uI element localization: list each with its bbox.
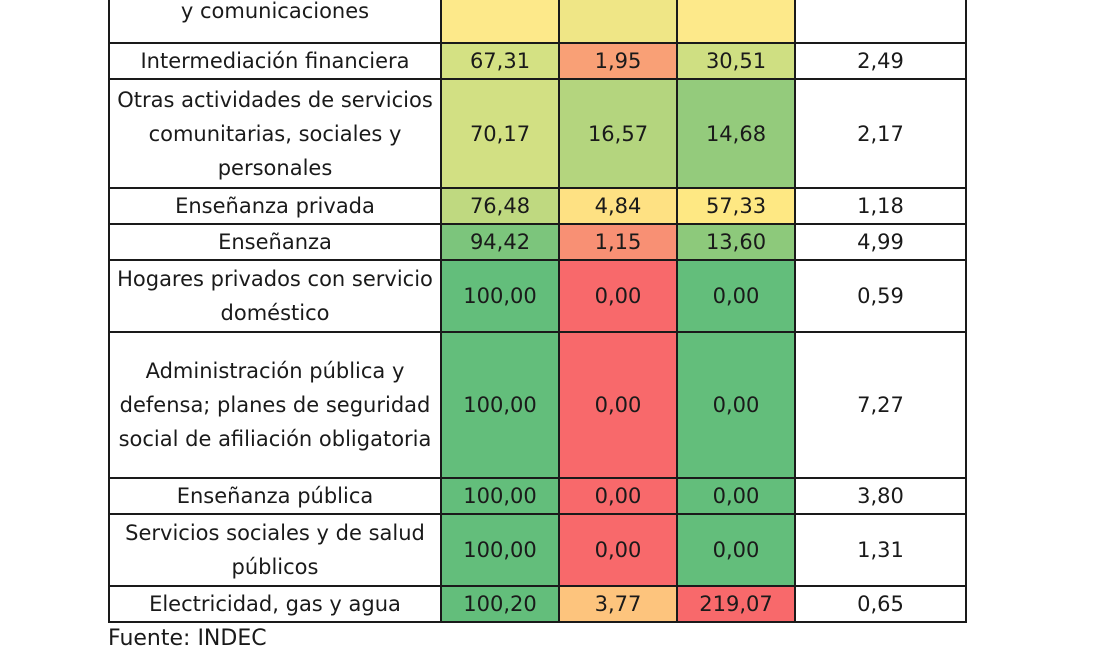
table-row: Otras actividades de servicios comunitar… — [108, 78, 967, 189]
value-cell-4: 0,65 — [794, 585, 967, 623]
value-cell-2: 4,84 — [558, 187, 678, 225]
sector-cell: Servicios sociales y de salud públicos — [108, 513, 442, 587]
value-cell-1: 100,00 — [440, 331, 560, 479]
value-cell-4: 0,59 — [794, 259, 967, 333]
table-row: Enseñanza pública 100,00 0,00 0,00 3,80 — [108, 477, 967, 515]
table-row: Intermediación financiera 67,31 1,95 30,… — [108, 42, 967, 80]
sector-cell: Enseñanza — [108, 223, 442, 261]
value-cell-2: 16,57 — [558, 78, 678, 189]
value-cell-3: 57,33 — [676, 187, 796, 225]
value-cell-1: 76,48 — [440, 187, 560, 225]
sector-cell: Otras actividades de servicios comunitar… — [108, 78, 442, 189]
value-cell-1: 100,00 — [440, 259, 560, 333]
value-cell-3: 0,00 — [676, 331, 796, 479]
value-cell-4: 2,49 — [794, 42, 967, 80]
sector-cell: y comunicaciones — [108, 0, 442, 44]
value-cell-3: 219,07 — [676, 585, 796, 623]
table-row: Enseñanza 94,42 1,15 13,60 4,99 — [108, 223, 967, 261]
table-row: Hogares privados con servicio doméstico … — [108, 259, 967, 333]
value-cell-2 — [558, 0, 678, 44]
value-cell-4: 1,31 — [794, 513, 967, 587]
value-cell-1 — [440, 0, 560, 44]
value-cell-3: 13,60 — [676, 223, 796, 261]
sector-cell: Enseñanza pública — [108, 477, 442, 515]
value-cell-2: 3,77 — [558, 585, 678, 623]
sector-cell: Enseñanza privada — [108, 187, 442, 225]
value-cell-3: 0,00 — [676, 259, 796, 333]
value-cell-1: 100,00 — [440, 513, 560, 587]
value-cell-1: 67,31 — [440, 42, 560, 80]
table-row: Servicios sociales y de salud públicos 1… — [108, 513, 967, 587]
sector-cell: Electricidad, gas y agua — [108, 585, 442, 623]
value-cell-3: 30,51 — [676, 42, 796, 80]
value-cell-4: 2,17 — [794, 78, 967, 189]
value-cell-3: 0,00 — [676, 477, 796, 515]
value-cell-1: 70,17 — [440, 78, 560, 189]
value-cell-4: 7,27 — [794, 331, 967, 479]
sector-cell: Hogares privados con servicio doméstico — [108, 259, 442, 333]
value-cell-1: 100,00 — [440, 477, 560, 515]
value-cell-2: 0,00 — [558, 331, 678, 479]
value-cell-4: 1,18 — [794, 187, 967, 225]
value-cell-1: 100,20 — [440, 585, 560, 623]
value-cell-4 — [794, 0, 967, 44]
value-cell-3 — [676, 0, 796, 44]
table-row: Electricidad, gas y agua 100,20 3,77 219… — [108, 585, 967, 623]
table-row: Administración pública y defensa; planes… — [108, 331, 967, 479]
sector-data-table: y comunicaciones Intermediación financie… — [108, 0, 967, 623]
value-cell-3: 14,68 — [676, 78, 796, 189]
sector-cell: Intermediación financiera — [108, 42, 442, 80]
value-cell-2: 0,00 — [558, 513, 678, 587]
value-cell-4: 3,80 — [794, 477, 967, 515]
value-cell-3: 0,00 — [676, 513, 796, 587]
value-cell-2: 0,00 — [558, 477, 678, 515]
table-row: Enseñanza privada 76,48 4,84 57,33 1,18 — [108, 187, 967, 225]
sector-cell: Administración pública y defensa; planes… — [108, 331, 442, 479]
value-cell-4: 4,99 — [794, 223, 967, 261]
value-cell-2: 1,95 — [558, 42, 678, 80]
value-cell-2: 0,00 — [558, 259, 678, 333]
value-cell-2: 1,15 — [558, 223, 678, 261]
table-row: y comunicaciones — [108, 0, 967, 44]
source-note: Fuente: INDEC — [108, 626, 267, 651]
value-cell-1: 94,42 — [440, 223, 560, 261]
